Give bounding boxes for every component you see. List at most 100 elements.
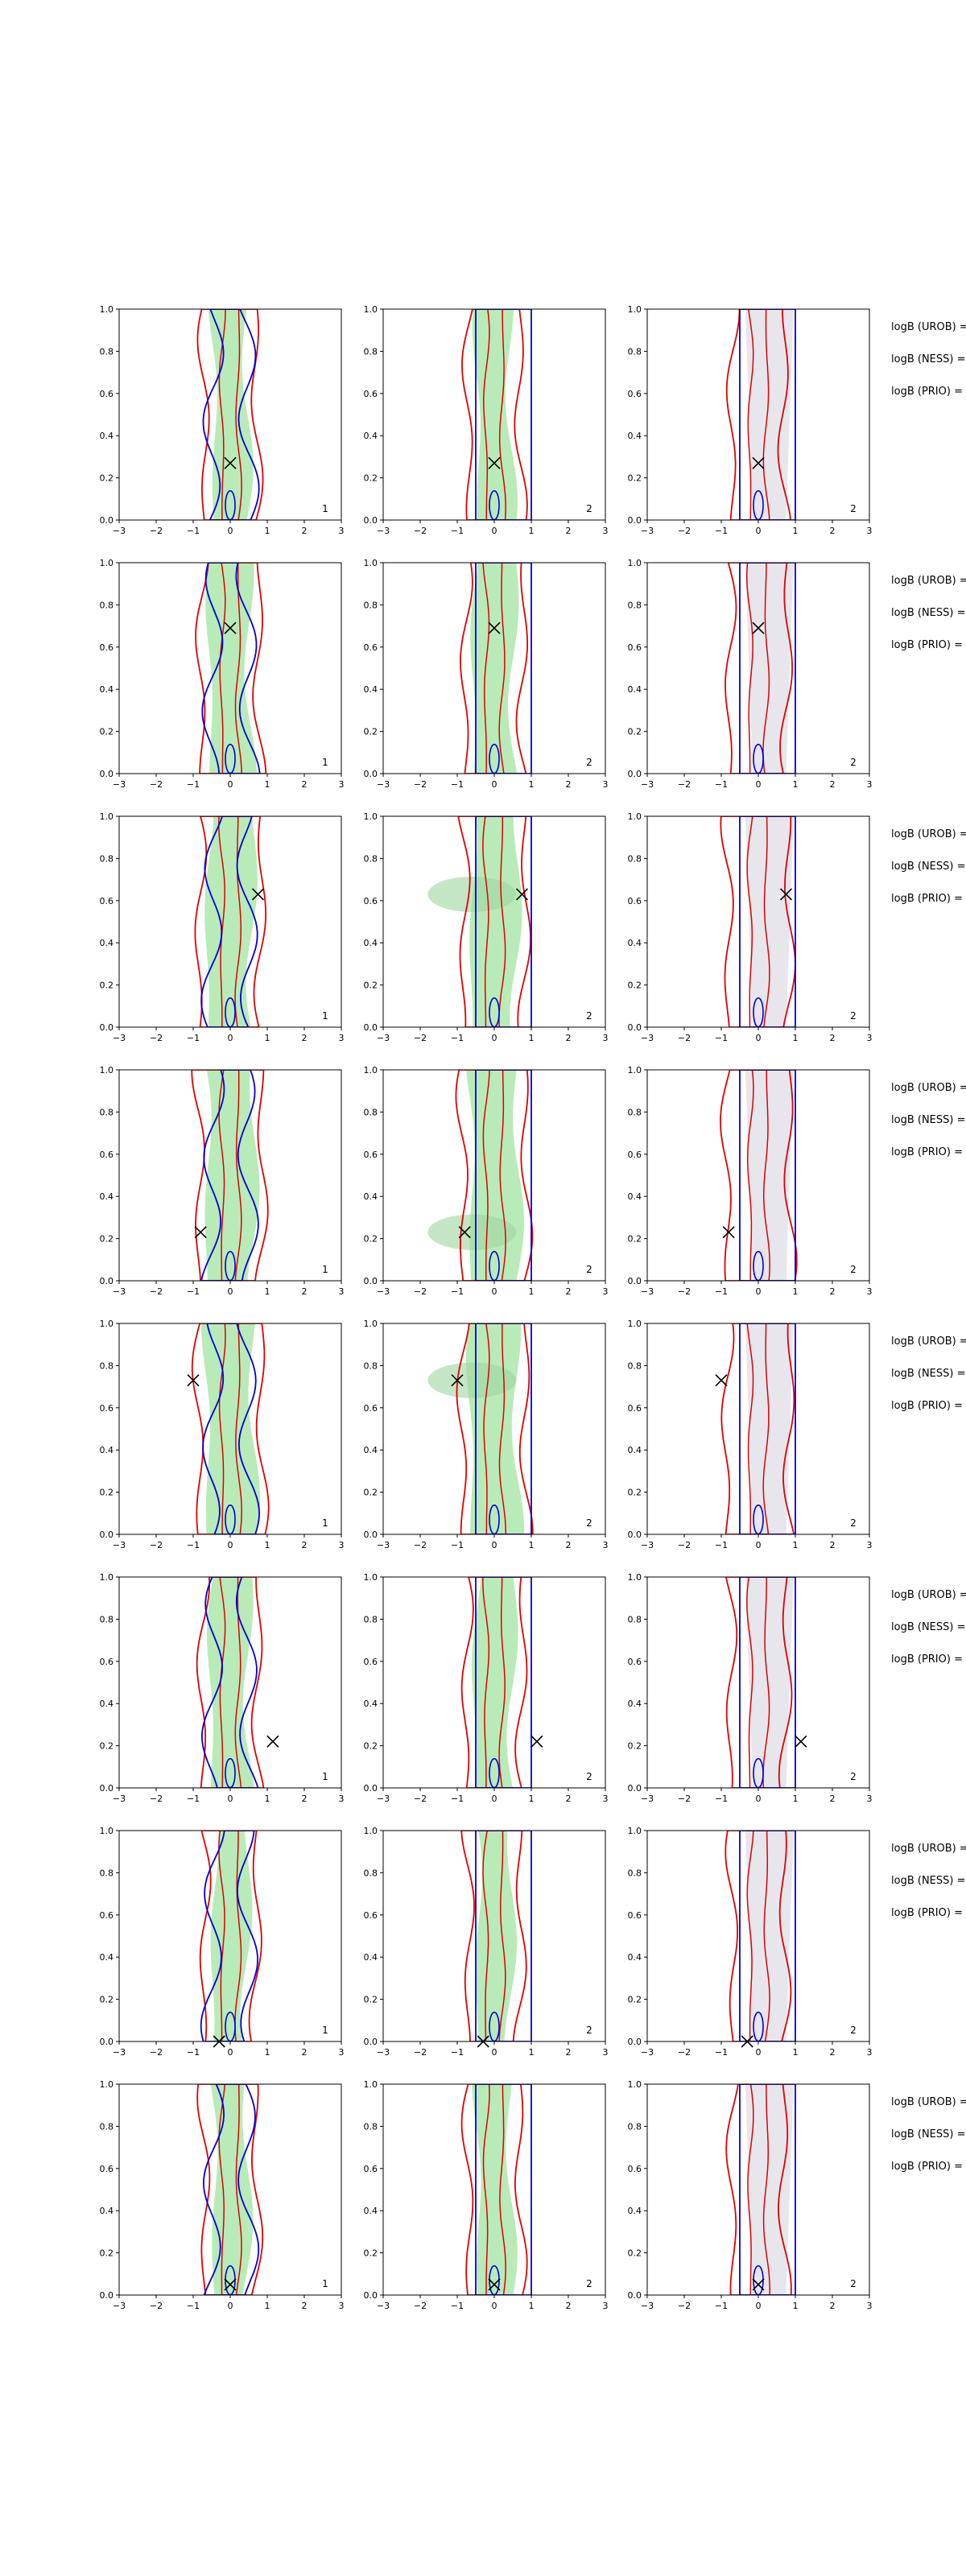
marker-x: [266, 1735, 279, 1748]
red-contour-inner: [483, 1323, 507, 1534]
red-contour-inner: [219, 1577, 242, 1788]
logb-annotation: logB (NESS) =: [891, 861, 965, 873]
density-fill: [472, 309, 518, 520]
logb-annotation: logB (PRIO) =: [891, 386, 963, 398]
x-tick-label: 0: [492, 2301, 497, 2311]
red-contour-inner: [482, 816, 506, 1027]
x-tick-label: −3: [641, 2301, 654, 2311]
subplot-r3-c3: −3 −2 −1 0 1 2 3 0.0 0.2 0.4 0.6 0.8 1.0 2: [628, 811, 873, 1043]
blue-contour: [475, 1323, 532, 1534]
y-tick-label: 0.8: [364, 1868, 378, 1878]
blue-contour: [200, 816, 258, 1027]
y-tick-label: 0.0: [100, 515, 114, 526]
x-tick-label: 3: [603, 2301, 609, 2311]
red-contour-outer: [724, 1577, 793, 1788]
red-contour-inner: [483, 309, 506, 520]
x-tick-label: 1: [529, 2301, 535, 2311]
y-tick-label: 0.2: [364, 1995, 378, 2005]
plot-area: [460, 563, 532, 774]
subplot-r5-c2: −3 −2 −1 0 1 2 3 0.0 0.2 0.4 0.6 0.8 1.0 2: [364, 1319, 609, 1550]
panel-number: 2: [586, 1517, 592, 1529]
y-tick-label: 0.2: [100, 1488, 114, 1498]
x-tick-label: −1: [187, 2047, 200, 2058]
density-fill: [204, 1070, 260, 1281]
y-tick-label: 0.4: [364, 1445, 378, 1455]
red-contour-outer: [196, 1577, 265, 1788]
y-tick-label: 0.4: [100, 431, 114, 441]
y-tick-label: 0.2: [100, 2248, 114, 2259]
x-tick-label: −1: [187, 779, 200, 790]
red-contour-outer: [460, 2084, 528, 2295]
x-tick-label: −3: [113, 1033, 126, 1043]
density-fill: [745, 816, 794, 1027]
y-tick-label: 1.0: [100, 304, 114, 315]
x-tick-label: 3: [339, 2047, 345, 2058]
plot-area: [427, 1323, 534, 1534]
blue-contour: [475, 1577, 532, 1788]
x-tick-label: 0: [756, 1286, 762, 1297]
y-tick-label: 0.8: [364, 1107, 378, 1117]
y-tick-label: 0.0: [628, 2290, 642, 2301]
x-tick-label: −2: [150, 779, 163, 790]
x-tick-label: −3: [641, 1033, 654, 1043]
y-tick-label: 0.6: [628, 1403, 642, 1414]
panel-number: 1: [322, 757, 328, 768]
x-tick-label: 3: [867, 1540, 873, 1550]
y-tick-label: 1.0: [364, 811, 378, 822]
x-tick-label: −2: [678, 779, 691, 790]
y-tick-label: 0.8: [100, 600, 114, 610]
red-contour-inner: [482, 1577, 506, 1788]
logb-annotation: logB (PRIO) =: [891, 2161, 963, 2173]
x-tick-label: −2: [150, 526, 163, 536]
x-tick-label: 1: [265, 1794, 270, 1804]
panel-number: 1: [322, 1771, 328, 1782]
x-tick-label: 2: [566, 2301, 572, 2311]
y-tick-label: 0.6: [364, 896, 378, 906]
x-tick-label: −1: [187, 2301, 200, 2311]
panel-number: 1: [322, 503, 328, 514]
subplot-r8-c1: −3 −2 −1 0 1 2 3 0.0 0.2 0.4 0.6 0.8 1.0 1: [100, 2079, 345, 2311]
x-tick-label: −3: [377, 1794, 390, 1804]
y-tick-label: 0.6: [364, 1150, 378, 1160]
red-contour-inner: [746, 563, 770, 774]
density-fill: [472, 1577, 518, 1788]
blue-contour: [202, 2084, 260, 2295]
x-tick-label: −1: [715, 2301, 728, 2311]
y-tick-label: 1.0: [628, 1572, 642, 1583]
y-tick-label: 1.0: [628, 1319, 642, 1329]
y-tick-label: 0.2: [628, 1995, 642, 2005]
x-tick-label: 2: [302, 1033, 308, 1043]
density-fill: [470, 563, 519, 774]
red-contour-outer: [720, 1323, 795, 1534]
logb-annotation: logB (UROB) =: [891, 1082, 966, 1094]
y-tick-label: 0.0: [100, 1276, 114, 1286]
x-tick-label: 3: [339, 779, 345, 790]
marker-x: [752, 621, 765, 634]
y-tick-label: 0.8: [100, 346, 114, 357]
red-contour-outer: [461, 309, 528, 520]
red-contour-inner: [482, 563, 506, 774]
panel-number: 1: [322, 2025, 328, 2036]
logb-annotation: logB (UROB) =: [891, 1335, 966, 1348]
y-tick-label: 0.4: [628, 1952, 642, 1963]
blue-contour: [200, 1070, 259, 1281]
red-contour-outer: [455, 1070, 534, 1281]
x-tick-label: 3: [867, 2301, 873, 2311]
y-tick-label: 0.4: [364, 1191, 378, 1202]
subplot-r4-c3: −3 −2 −1 0 1 2 30.00.20.40.60.81.02: [628, 1065, 873, 1297]
y-tick-label: 0.6: [628, 1910, 642, 1921]
x-tick-label: 2: [830, 1286, 836, 1297]
x-tick-label: −3: [377, 1540, 390, 1550]
y-tick-label: 0.2: [364, 1741, 378, 1752]
x-tick-label: 3: [339, 526, 345, 536]
marker-x: [187, 1374, 200, 1387]
marker-x: [224, 621, 237, 634]
x-tick-label: −1: [451, 779, 464, 790]
x-tick-label: −2: [678, 526, 691, 536]
blue-contour: [739, 563, 796, 774]
x-tick-label: 2: [566, 779, 572, 790]
density-fill-secondary: [427, 1362, 517, 1398]
panel-number: 2: [586, 757, 592, 768]
y-tick-label: 0.4: [628, 938, 642, 948]
